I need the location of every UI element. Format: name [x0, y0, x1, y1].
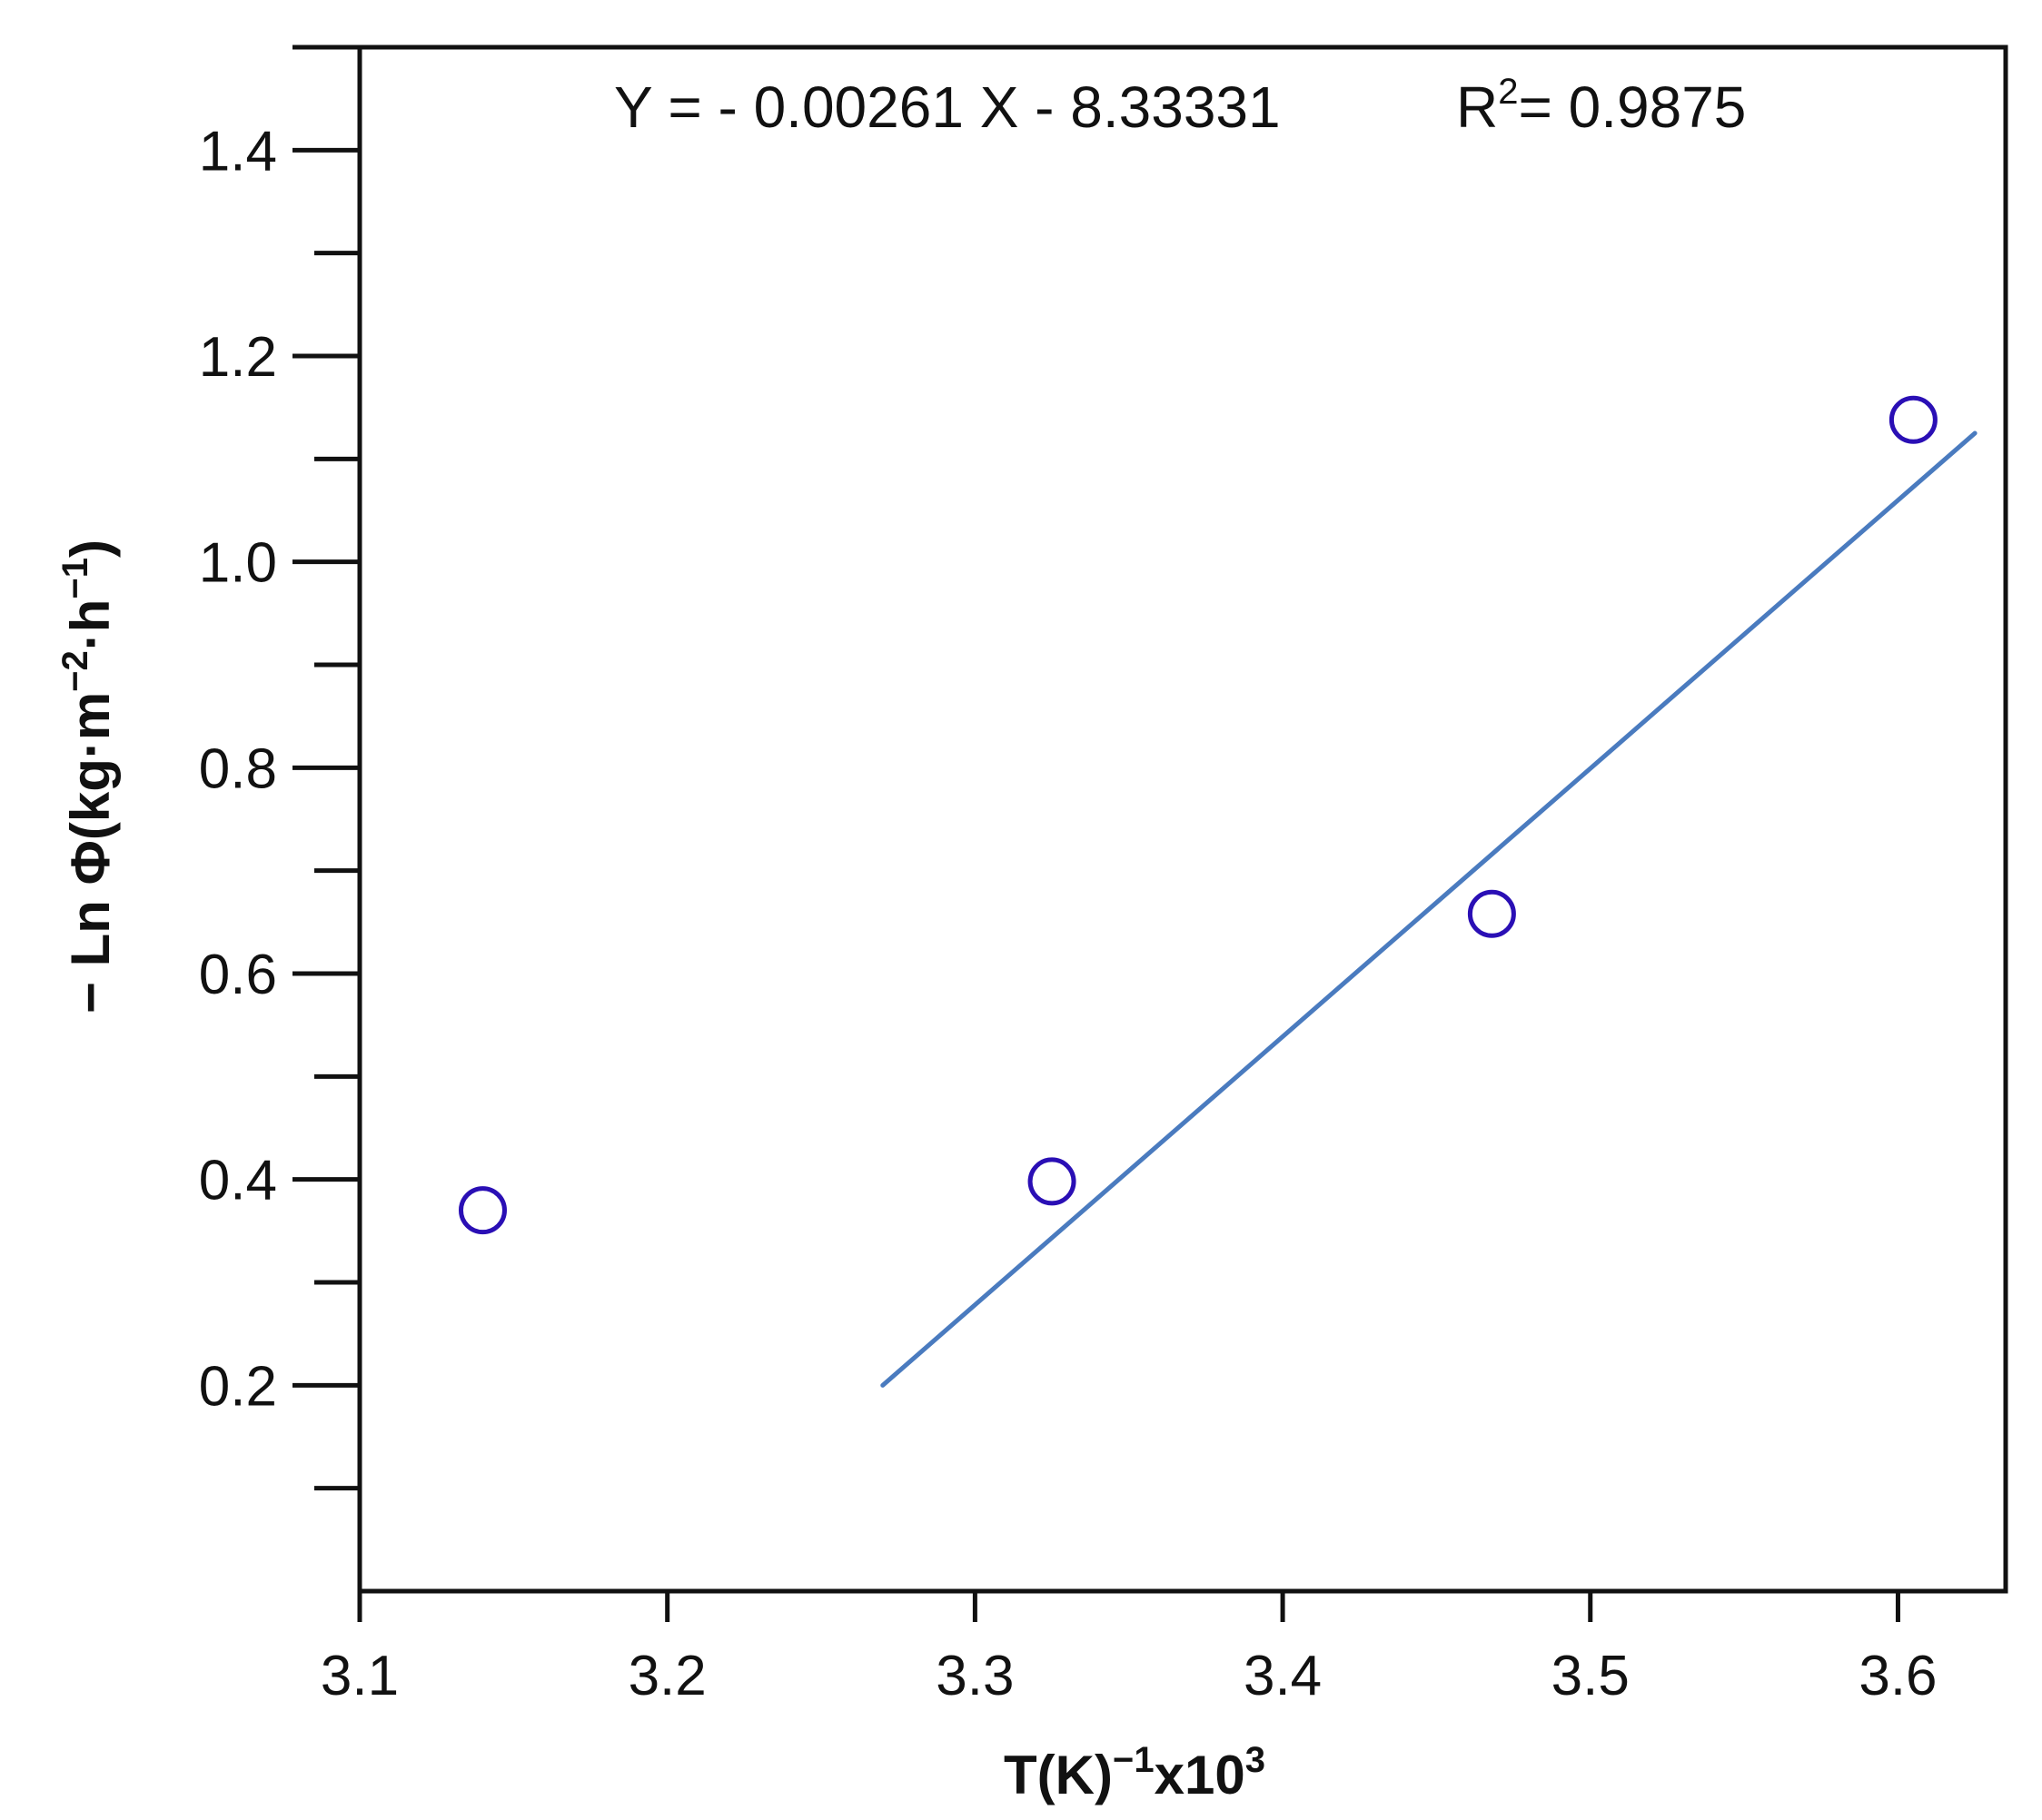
- y-axis-title-sup1: −2: [55, 650, 95, 692]
- data-series: [458, 395, 1978, 1388]
- x-axis-title: T(K)−1x103: [1004, 1740, 1265, 1805]
- y-axis-title-part2: ·h: [60, 599, 121, 651]
- x-tick-label: 3.5: [1551, 1645, 1630, 1707]
- x-axis-title-sup2: 3: [1245, 1740, 1265, 1780]
- x-tick-label: 3.3: [936, 1645, 1014, 1707]
- y-tick-label: 1.2: [199, 326, 277, 389]
- data-point: [1888, 395, 1938, 444]
- x-axis-title-mid: x10: [1155, 1745, 1245, 1805]
- plot-frame: [292, 45, 2008, 1594]
- plot-frame-rect: [357, 45, 2008, 1594]
- y-axis-title-sup2: −1: [55, 558, 95, 599]
- y-axis-title-part3: ): [60, 539, 121, 558]
- x-axis-title-base: T(K): [1004, 1745, 1113, 1805]
- r-squared-label: R2= 0.9875: [1456, 72, 1746, 140]
- y-tick-label: 1.4: [199, 120, 277, 183]
- data-point: [458, 1186, 507, 1235]
- x-axis-title-sup1: −1: [1113, 1740, 1155, 1780]
- x-tick-label: 3.4: [1244, 1645, 1322, 1707]
- axis-tick-labels: 0.2 0.4 0.6 0.8 1.0 1.2 1.4 3.1 3.2 3.3 3.4 3.5 3.6: [199, 120, 1938, 1707]
- y-axis-title: − Ln Φ(kg·m−2·h−1): [55, 539, 121, 1014]
- y-axis-title-part1: − Ln Φ(kg·m: [60, 692, 121, 1014]
- r-squared-superscript: 2: [1498, 72, 1518, 112]
- y-tick-label: 0.6: [199, 944, 277, 1006]
- data-point: [1027, 1157, 1076, 1206]
- y-tick-label: 0.4: [199, 1150, 277, 1212]
- y-tick-label: 0.2: [199, 1355, 277, 1418]
- r-squared-prefix: R: [1456, 74, 1498, 140]
- regression-equation: Y = - 0.00261 X - 8.33331: [614, 74, 1281, 140]
- axis-ticks: [292, 45, 1900, 1622]
- x-tick-label: 3.6: [1859, 1645, 1937, 1707]
- y-tick-label: 0.8: [199, 737, 277, 800]
- r-squared-value: = 0.9875: [1518, 74, 1746, 140]
- y-tick-label: 1.0: [199, 532, 277, 595]
- data-point: [1467, 889, 1516, 938]
- x-tick-label: 3.2: [629, 1645, 707, 1707]
- regression-line: [880, 430, 1978, 1388]
- x-tick-label: 3.1: [321, 1645, 399, 1707]
